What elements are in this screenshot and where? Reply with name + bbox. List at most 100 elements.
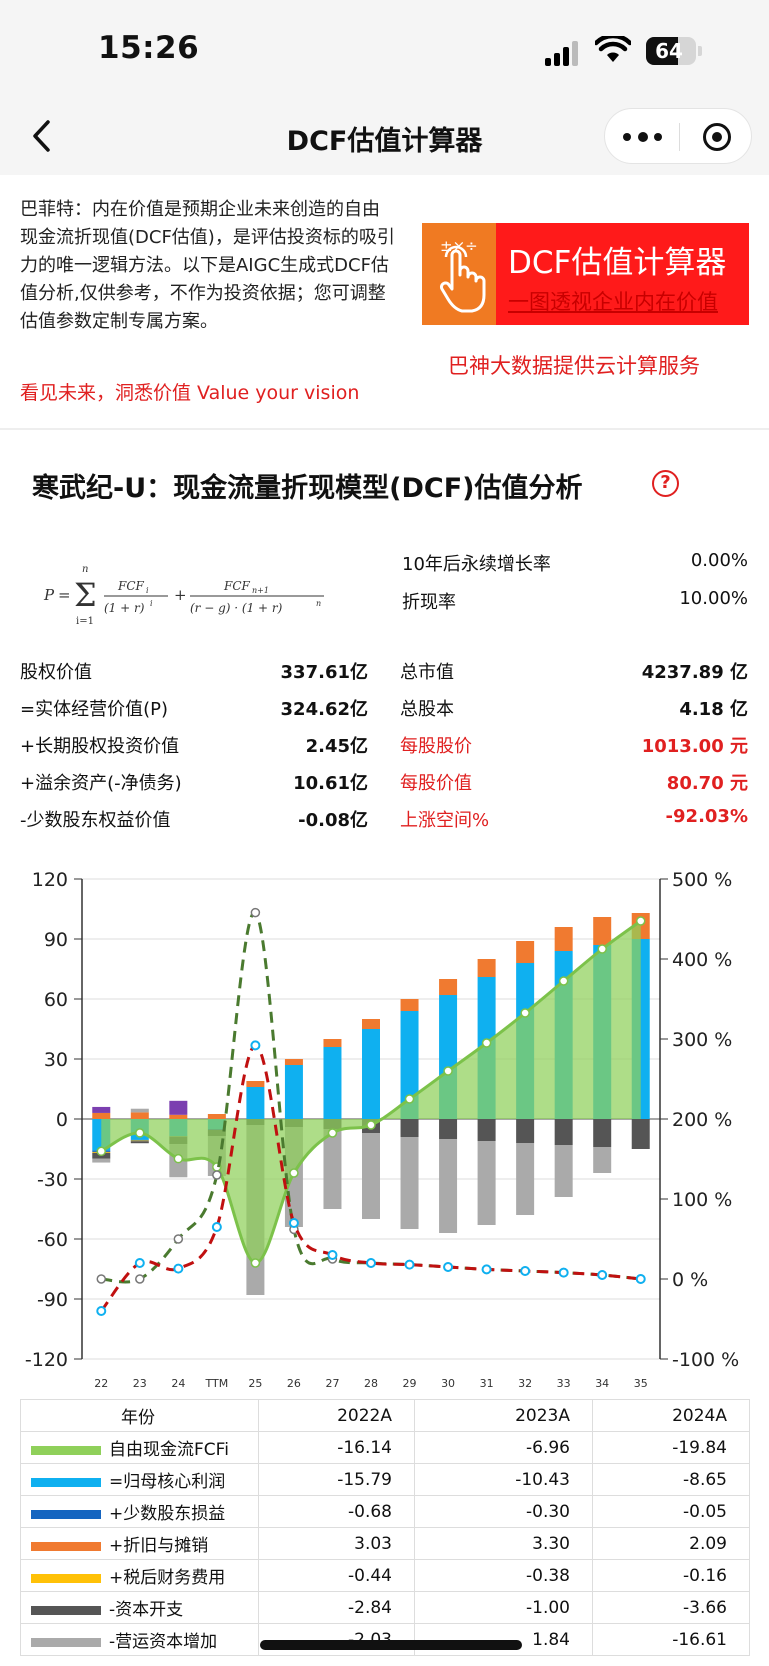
depreciation-bar xyxy=(516,941,535,963)
fcf-point xyxy=(558,976,569,986)
fcf-point xyxy=(289,1168,299,1178)
working-capital-bar xyxy=(130,1108,149,1113)
cell-fcf-2: -19.84 xyxy=(592,1431,750,1464)
help-icon[interactable]: ? xyxy=(652,470,679,497)
legend-swatch-net-profit xyxy=(31,1477,101,1487)
table-header-2022: 2022A xyxy=(258,1399,415,1432)
row-label: 自由现金流FCFi xyxy=(109,1440,229,1460)
growth-point-green xyxy=(212,1170,222,1180)
y-tick-label: 30 xyxy=(44,1049,68,1071)
depreciation-bar xyxy=(246,1081,265,1087)
growth-point-red xyxy=(404,1259,415,1270)
depreciation-bar xyxy=(554,927,573,951)
working-capital-bar xyxy=(477,1141,496,1225)
growth-point-red xyxy=(366,1258,376,1268)
slogan: 看见未来，洞悉价值 Value your vision xyxy=(20,382,360,404)
close-target-icon[interactable] xyxy=(703,123,731,151)
table-header-row: 年份 2022A 2023A 2024A xyxy=(20,1399,750,1432)
signal-icon xyxy=(545,40,579,66)
discount-value[interactable]: 10.00% xyxy=(679,588,748,609)
legend-swatch-capex xyxy=(31,1605,101,1615)
table-row-fcf: 自由现金流FCFi -16.14 -6.96 -19.84 xyxy=(20,1431,750,1464)
table-row-net-profit: =归母核心利润 -15.79 -10.43 -8.65 xyxy=(20,1463,750,1496)
depreciation-bar xyxy=(477,959,496,977)
operating-value-label: =实体经营价值(P) xyxy=(20,699,168,720)
y2-tick-label: -100 % xyxy=(672,1349,739,1371)
cell-net-profit-2: -8.65 xyxy=(592,1463,750,1496)
market-cap-value: 4237.89 亿 xyxy=(641,662,748,683)
row-label: =归母核心利润 xyxy=(109,1472,226,1492)
more-icon[interactable] xyxy=(623,132,663,142)
working-capital-bar xyxy=(362,1133,380,1219)
table-row-minority-income: +少数股东损益 -0.68 -0.30 -0.05 xyxy=(20,1495,750,1528)
cell-depreciation-2: 2.09 xyxy=(592,1527,750,1560)
upside-label: 上涨空间% xyxy=(400,810,490,831)
fcf-line xyxy=(100,919,642,1265)
total-shares-value: 4.18 亿 xyxy=(679,699,748,720)
growth-point-red xyxy=(134,1258,145,1268)
growth-label: 10年后永续增长率 xyxy=(402,554,551,575)
finance-bar xyxy=(130,1140,149,1142)
svg-text:(r − g) · (1 + r): (r − g) · (1 + r) xyxy=(190,601,283,615)
cell-working-capital-2: -16.61 xyxy=(592,1623,750,1656)
lt-investment-label: +长期股权投资价值 xyxy=(20,736,180,757)
working-capital-bar xyxy=(323,1129,342,1209)
growth-point-red xyxy=(597,1270,608,1280)
svg-text:Σ: Σ xyxy=(74,576,97,614)
calculator-banner[interactable]: ±×÷ DCF估值计算器 一图透视企业内在价值 xyxy=(422,223,749,325)
x-tick-label: 29 xyxy=(403,1377,417,1390)
dcf-formula: P = Σ n i=1 FCF i (1 + r) i + FCF n+1 (r − … xyxy=(43,564,324,627)
cell-net-profit-0: -15.79 xyxy=(258,1463,415,1496)
growth-point-green xyxy=(173,1234,184,1244)
table-header-year: 年份 xyxy=(20,1399,259,1432)
growth-line-red xyxy=(100,1043,641,1312)
capex-bar xyxy=(439,1119,458,1139)
profit-bar xyxy=(246,1087,265,1119)
legend-swatch-minority-income xyxy=(31,1509,101,1519)
svg-text:n: n xyxy=(82,564,88,575)
upside-value: -92.03% xyxy=(665,806,748,827)
calculator-icon: ±×÷ xyxy=(422,223,496,325)
svg-text:i: i xyxy=(150,599,153,608)
working-capital-bar xyxy=(593,1147,612,1173)
x-tick-label: 33 xyxy=(557,1377,571,1390)
depreciation-bar xyxy=(169,1114,188,1119)
working-capital-bar xyxy=(439,1139,458,1233)
fcf-point xyxy=(635,916,646,926)
cell-minority-income-1: -0.30 xyxy=(414,1495,593,1528)
svg-text:i=1: i=1 xyxy=(76,616,94,627)
home-indicator xyxy=(260,1640,522,1650)
row-label-cell: +折旧与摊销 xyxy=(20,1527,259,1560)
value-per-share-label: 每股价值 xyxy=(400,773,472,794)
depreciation-bar xyxy=(400,999,419,1011)
cell-depreciation-1: 3.30 xyxy=(414,1527,593,1560)
lt-investment-value: 2.45亿 xyxy=(305,736,368,757)
y-tick-label: 90 xyxy=(44,929,68,951)
row-label-cell: +少数股东损益 xyxy=(20,1495,259,1528)
capsule-divider xyxy=(679,123,680,151)
growth-point-red xyxy=(96,1306,107,1316)
svg-text:n: n xyxy=(316,599,321,608)
growth-point-red xyxy=(288,1218,299,1228)
growth-value[interactable]: 0.00% xyxy=(690,550,748,571)
model-title: 寒武纪-U：现金流量折现模型(DCF)估值分析 xyxy=(32,473,583,504)
depreciation-bar xyxy=(92,1112,111,1119)
svg-text:+: + xyxy=(174,586,187,604)
fcf-point xyxy=(327,1128,338,1138)
profit-bar xyxy=(323,1047,342,1119)
y2-tick-label: 0 % xyxy=(672,1269,708,1291)
capex-bar xyxy=(593,1119,612,1147)
growth-point-green xyxy=(250,907,261,918)
y2-tick-label: 200 % xyxy=(672,1109,732,1131)
x-tick-label: 25 xyxy=(248,1377,262,1390)
fcf-point xyxy=(520,1008,530,1018)
fcf-point xyxy=(597,944,607,954)
working-capital-bar xyxy=(554,1145,573,1197)
capex-bar xyxy=(631,1119,650,1149)
back-icon[interactable] xyxy=(28,118,56,154)
svg-text:P: P xyxy=(43,586,55,604)
cell-minority-income-0: -0.68 xyxy=(258,1495,415,1528)
cell-fcf-0: -16.14 xyxy=(258,1431,415,1464)
surplus-assets-label: +溢余资产(-净债务) xyxy=(20,773,182,794)
